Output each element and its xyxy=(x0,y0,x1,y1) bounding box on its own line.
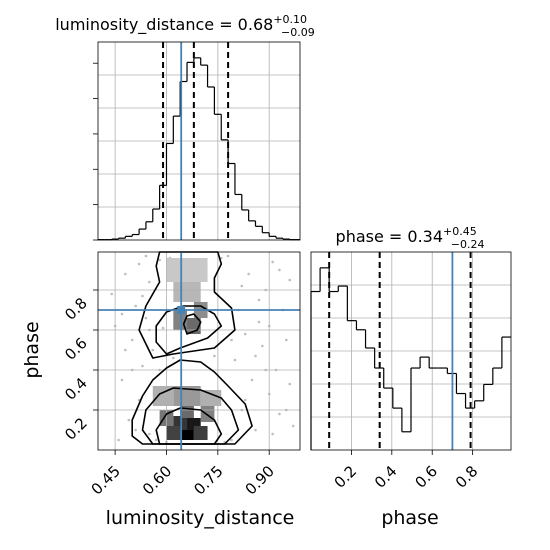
scatter-point-60 xyxy=(172,356,175,360)
scatter-point-29 xyxy=(278,412,281,416)
scatter-point-23 xyxy=(257,320,261,324)
phase-ytick-label-0: 0.2 xyxy=(61,414,91,444)
phase-title-sup: +0.45 xyxy=(443,225,477,238)
scatter-point-21 xyxy=(250,378,254,382)
scatter-point-45 xyxy=(124,348,127,352)
density-cell-7 xyxy=(200,406,215,422)
scatter-point-46 xyxy=(134,428,137,432)
x-axis-label-luminosity-distance: luminosity_distance xyxy=(106,507,295,529)
density-cell-3 xyxy=(166,426,181,440)
scatter-point-7 xyxy=(137,262,141,266)
scatter-point-1 xyxy=(120,378,124,382)
scatter-point-12 xyxy=(151,348,155,352)
density-cell-15 xyxy=(166,258,208,282)
scatter-point-19 xyxy=(243,332,247,336)
scatter-point-33 xyxy=(291,424,295,428)
scatter-point-14 xyxy=(158,258,161,262)
scatter-point-8 xyxy=(141,364,144,368)
phase-xtick-label-1: 0.4 xyxy=(371,462,401,492)
phase-ytick-label-3: 0.8 xyxy=(61,294,91,324)
scatter-point-5 xyxy=(134,304,137,308)
ld-xtick-label-1: 0.60 xyxy=(139,462,175,498)
scatter-point-57 xyxy=(219,256,223,260)
contour-4 xyxy=(182,313,202,335)
truth-marker xyxy=(177,306,186,314)
scatter-point-32 xyxy=(288,278,292,282)
scatter-point-58 xyxy=(120,312,124,316)
ld-title-sub: −0.09 xyxy=(281,26,315,39)
2d-density-panel xyxy=(97,251,301,451)
y-axis-label-phase: phase xyxy=(21,321,43,378)
contour-1 xyxy=(141,387,240,445)
phase-xtick-label-0: 0.2 xyxy=(331,462,361,492)
scatter-point-2 xyxy=(124,272,127,276)
scatter-point-47 xyxy=(144,254,148,258)
density-cell-0 xyxy=(180,430,194,440)
scatter-point-51 xyxy=(271,432,274,436)
scatter-point-27 xyxy=(271,260,274,264)
phase-title-main: phase = 0.34 xyxy=(336,227,443,246)
scatter-point-38 xyxy=(226,254,230,258)
density-cell-4 xyxy=(193,426,208,440)
contour-0 xyxy=(155,407,223,445)
scatter-point-50 xyxy=(257,298,261,302)
scatter-point-11 xyxy=(148,280,151,284)
ld-xtick-label-3: 0.90 xyxy=(242,462,278,498)
x-axis-label-phase: phase xyxy=(381,507,438,529)
phase-xtick-label-2: 0.6 xyxy=(411,462,441,492)
scatter-point-61 xyxy=(213,354,216,358)
scatter-point-41 xyxy=(254,354,257,358)
scatter-point-4 xyxy=(130,338,134,342)
phase-histogram-panel xyxy=(310,251,512,451)
scatter-point-34 xyxy=(117,438,120,442)
scatter-point-22 xyxy=(254,428,257,432)
contour-2 xyxy=(131,359,253,445)
scatter-point-3 xyxy=(127,418,131,422)
scatter-point-24 xyxy=(261,344,264,348)
phase-title: phase = 0.34+0.45 −0.24 xyxy=(336,225,485,251)
scatter-point-36 xyxy=(141,294,144,298)
scatter-point-20 xyxy=(247,272,250,276)
scatter-point-62 xyxy=(230,338,233,342)
scatter-point-31 xyxy=(285,338,288,342)
2d-frame xyxy=(97,251,301,451)
phase-ytick-label-2: 0.6 xyxy=(61,334,91,364)
scatter-point-10 xyxy=(148,432,151,436)
ld-xtick-label-0: 0.45 xyxy=(88,462,124,498)
ld-frame xyxy=(97,41,301,241)
ld-title: luminosity_distance = 0.68+0.10 −0.09 xyxy=(55,13,315,39)
scatter-point-40 xyxy=(240,284,244,288)
phase-xtick-label-3: 0.8 xyxy=(452,462,482,492)
scatter-point-15 xyxy=(161,326,165,330)
scatter-point-37 xyxy=(154,438,158,442)
scatter-point-39 xyxy=(230,438,233,442)
ld-title-main: luminosity_distance = 0.68 xyxy=(55,15,273,35)
phase-title-sub: −0.24 xyxy=(451,238,485,251)
contour-5 xyxy=(138,251,236,359)
scatter-point-43 xyxy=(278,268,281,272)
density-cell-10 xyxy=(200,390,222,406)
scatter-point-49 xyxy=(243,398,247,402)
scatter-point-44 xyxy=(288,382,292,386)
phase-frame xyxy=(310,251,512,451)
density-cell-14 xyxy=(173,282,201,302)
contour-3 xyxy=(155,305,223,355)
density-cell-8 xyxy=(173,386,201,406)
luminosity-distance-histogram-panel xyxy=(93,41,301,241)
scatter-point-9 xyxy=(144,316,148,320)
ld-title-sup: +0.10 xyxy=(273,13,307,26)
phase-ytick-label-1: 0.4 xyxy=(61,374,91,404)
scatter-point-52 xyxy=(110,292,113,296)
scatter-point-16 xyxy=(233,358,237,362)
ld-xtick-label-2: 0.75 xyxy=(190,462,226,498)
